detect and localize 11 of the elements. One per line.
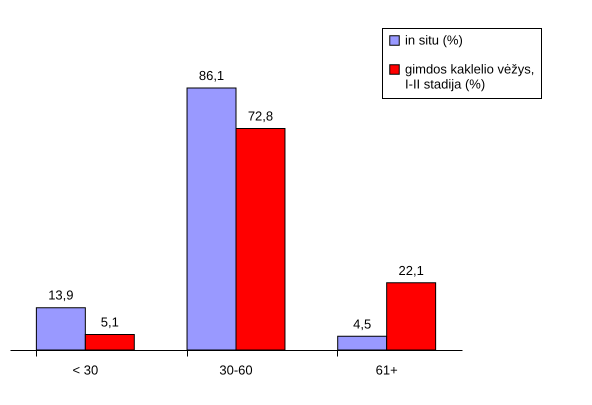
data-label: 72,8 bbox=[248, 108, 274, 124]
data-label: 13,9 bbox=[48, 288, 74, 303]
x-tick-label: 30-60 bbox=[219, 362, 253, 378]
data-label: 86,1 bbox=[198, 68, 224, 83]
x-tick-label: 61+ bbox=[376, 362, 398, 378]
data-label: 22,1 bbox=[398, 262, 424, 278]
legend-label: in situ (%) bbox=[405, 32, 463, 48]
legend-label: gimdos kaklelio vėžys, I-II stadija (%) bbox=[405, 62, 534, 92]
data-label: 4,5 bbox=[353, 316, 372, 332]
data-label: 5,1 bbox=[100, 314, 119, 330]
x-tick-label: < 30 bbox=[72, 362, 98, 378]
